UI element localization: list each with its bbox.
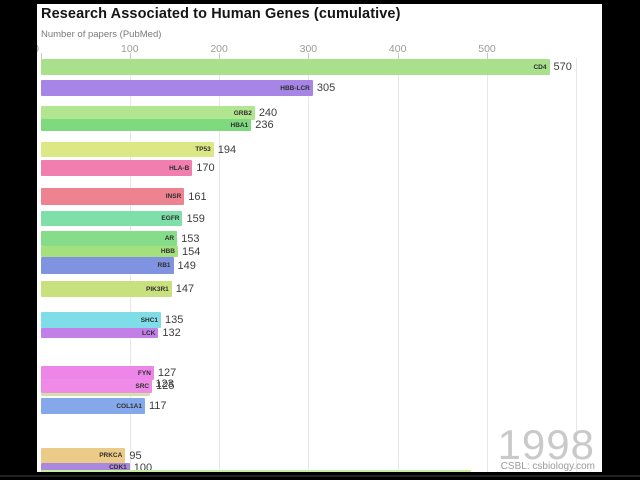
bar-value-label: 123 <box>155 378 174 391</box>
bar-value-label: 147 <box>175 283 195 295</box>
axis-tick-label-200: 200 <box>210 43 228 55</box>
chart-panel: Research Associated to Human Genes (cumu… <box>37 4 602 472</box>
axis-tick-400 <box>397 53 399 59</box>
bar-src: SRC <box>40 379 153 393</box>
bar-grb2: GRB2 <box>40 106 255 120</box>
bar-fyn: FYN <box>40 366 154 380</box>
gridline-500 <box>487 58 488 472</box>
bar-gene-label: RB1 <box>157 262 171 269</box>
bar-value-label: 240 <box>258 107 278 119</box>
bar-gene-label: COL1A1 <box>116 402 142 410</box>
bar-insr: INSR <box>40 188 185 205</box>
chart-title: Research Associated to Human Genes (cumu… <box>41 6 401 22</box>
bar-cd4: CD4 <box>40 59 550 75</box>
bar-egfr: EGFR <box>40 211 183 226</box>
bar-gene-label: SHC1 <box>140 316 159 324</box>
attribution-label: CSBL: csbiology.com <box>500 461 595 472</box>
bar-unlabeled-16 <box>40 392 151 396</box>
bar-value-label: 159 <box>186 212 205 225</box>
bar-shc1: SHC1 <box>40 312 162 328</box>
axis-title: Number of papers (PubMed) <box>41 29 162 40</box>
bar-value-label: 570 <box>553 61 572 73</box>
bar-gene-label: AR <box>164 235 175 242</box>
bar-rb1: RB1 <box>40 257 174 274</box>
bar-value-label: 127 <box>157 367 177 379</box>
bar-value-label: 305 <box>316 82 336 94</box>
bar-col1a1: COL1A1 <box>40 398 145 414</box>
bar-value-label: 117 <box>148 400 167 412</box>
axis-tick-100 <box>129 53 131 59</box>
axis-tick-500 <box>487 53 488 59</box>
axis-tick-label-500: 500 <box>478 43 496 55</box>
bar-hba1: HBA1 <box>40 119 252 131</box>
bar-gene-label: PRKCA <box>99 452 123 459</box>
axis-tick-300 <box>308 53 310 59</box>
bar-hla-b: HLA-B <box>40 160 193 176</box>
axis-tick-200 <box>219 53 221 59</box>
axis-tick-label-400: 400 <box>388 43 407 55</box>
bar-hbb-lcr: HBB-LCR <box>40 80 313 96</box>
bar-value-label: 153 <box>181 232 200 245</box>
bar-gene-label: LCK <box>142 329 156 337</box>
bar-value-label: 125 <box>156 380 175 392</box>
bar-lck: LCK <box>40 328 159 338</box>
bar-gene-label: HBB-LCR <box>280 84 310 92</box>
gridline-200 <box>219 58 221 472</box>
bar-value-label: 135 <box>165 314 184 326</box>
gridline-300 <box>308 58 310 472</box>
bar-gene-label: EGFR <box>161 215 180 222</box>
bar-gene-label: HLA-B <box>169 164 190 172</box>
bar-unlabeled-20 <box>40 469 471 472</box>
bar-prkca: PRKCA <box>40 448 126 463</box>
bar-gene-label: PIK3R1 <box>146 285 169 293</box>
bar-cdk1: CDK1 <box>40 463 130 472</box>
bar-value-label: 95 <box>129 449 142 462</box>
bar-gene-label: HBA1 <box>230 121 249 129</box>
bar-gene-label: FYN <box>137 369 151 377</box>
gridline-600 <box>576 58 578 472</box>
year-label: 1998 <box>497 421 595 468</box>
letterbox-artifact <box>0 475 640 477</box>
bar-ar: AR <box>40 231 178 246</box>
bar-tp53: TP53 <box>40 142 214 157</box>
bar-gene-label: GRB2 <box>233 109 252 117</box>
axis-tick-0 <box>40 53 42 59</box>
bar-value-label: 149 <box>177 259 196 272</box>
bar-pik3r1: PIK3R1 <box>40 281 172 297</box>
gridline-400 <box>397 58 399 472</box>
axis-tick-label-0: 0 <box>37 43 39 55</box>
bar-gene-label: CD4 <box>533 63 547 71</box>
axis-tick-label-100: 100 <box>121 43 139 55</box>
bar-gene-label: INSR <box>165 193 182 200</box>
bar-value-label: 170 <box>196 162 215 174</box>
bar-gene-label: SRC <box>135 382 150 390</box>
bar-value-label: 100 <box>133 461 153 473</box>
bar-gene-label: CDK1 <box>109 464 127 471</box>
bar-gene-label: TP53 <box>195 146 211 153</box>
bar-value-label: 154 <box>182 245 201 258</box>
bar-value-label: 194 <box>217 143 237 156</box>
axis-tick-label-300: 300 <box>299 43 318 55</box>
bar-gene-label: HBB <box>160 248 176 255</box>
bar-value-label: 132 <box>162 327 181 339</box>
bar-value-label: 161 <box>188 190 207 203</box>
bar-value-label: 236 <box>255 119 274 131</box>
bar-hbb: HBB <box>40 246 179 257</box>
